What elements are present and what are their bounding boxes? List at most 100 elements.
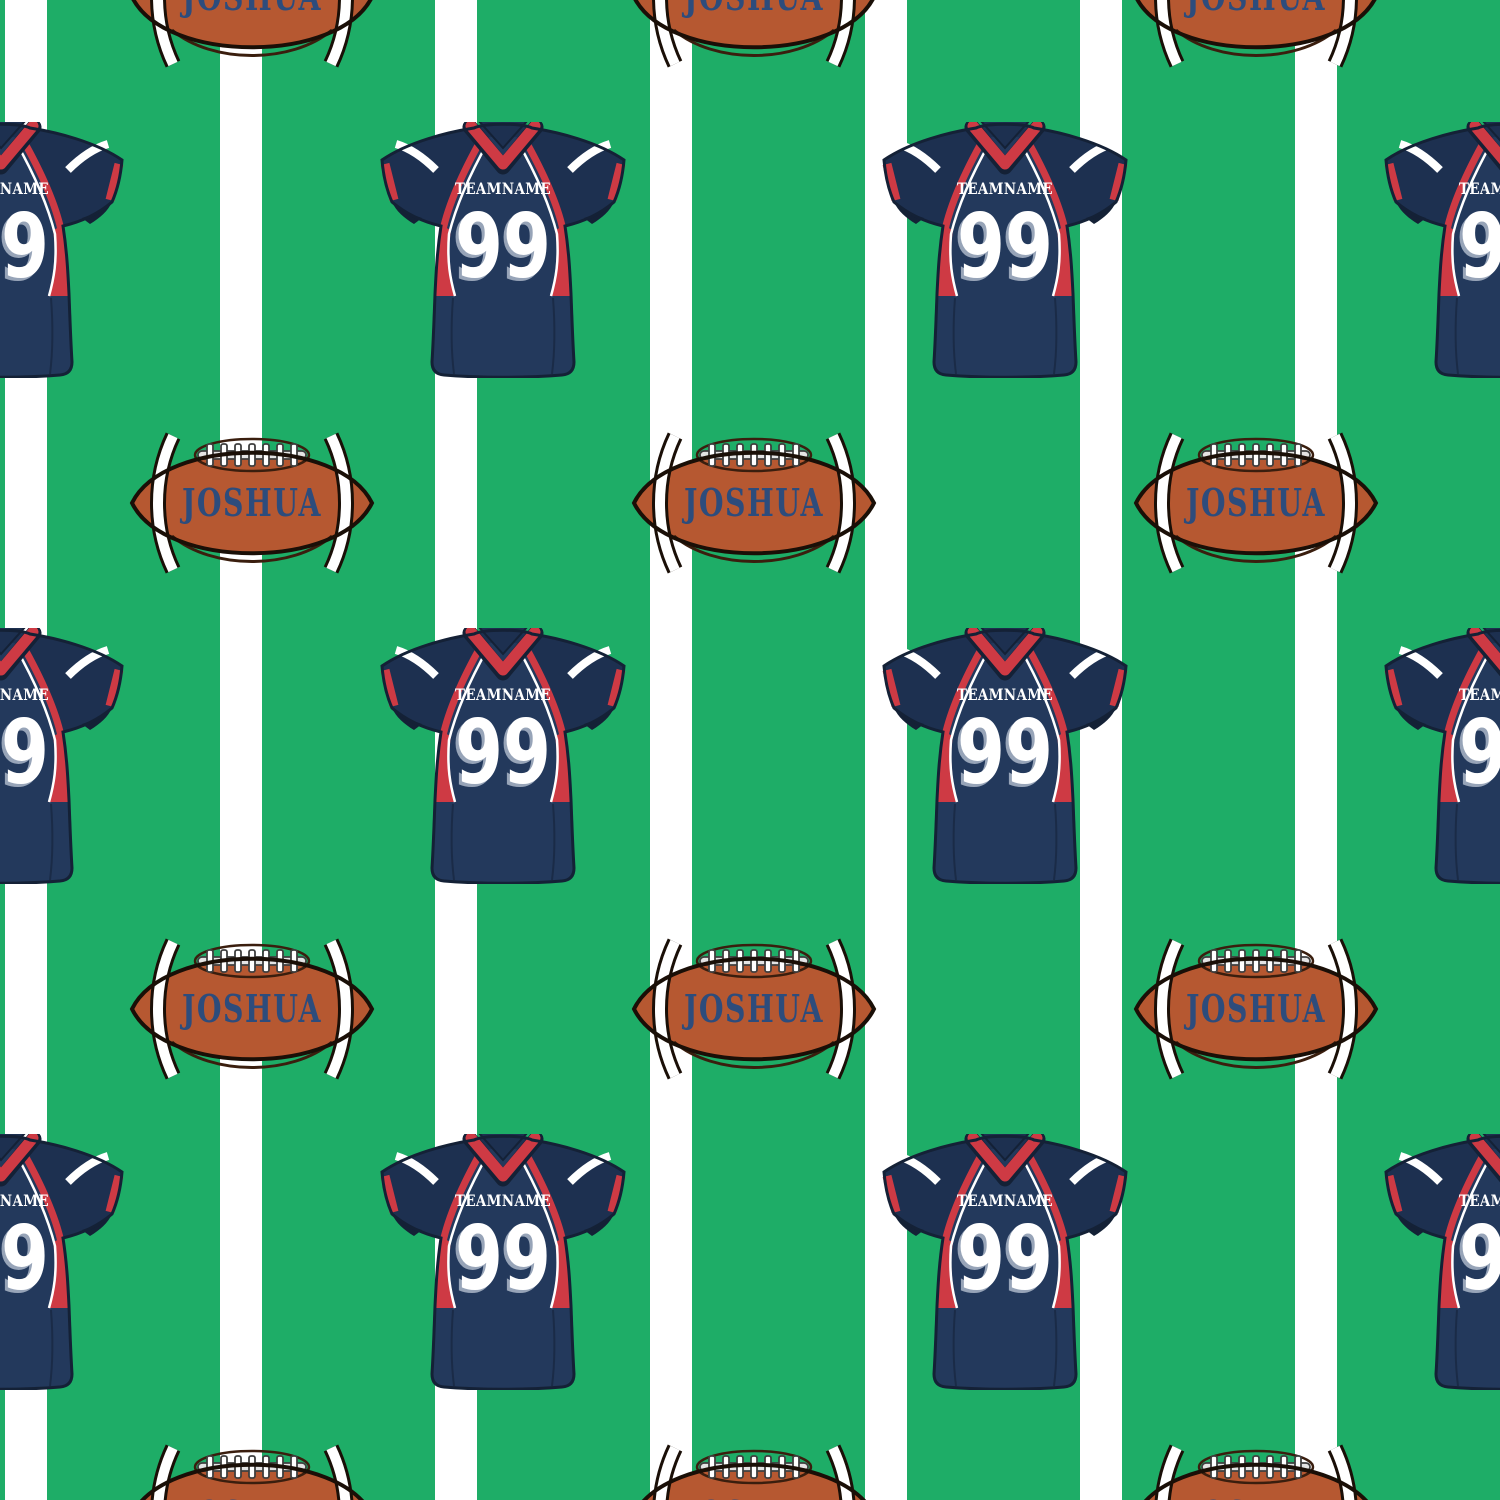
- football-outline: [1133, 956, 1379, 1062]
- football-body: [634, 958, 874, 1060]
- jersey-sleeve-stripe-right: [567, 140, 612, 173]
- jersey-collar: [462, 122, 544, 175]
- football-outline: [642, 1462, 866, 1500]
- jersey-hem-seam-right: [49, 297, 54, 375]
- jersey-raglan-seam-right: [520, 136, 567, 231]
- jersey-cuff-left: [380, 162, 399, 202]
- jersey-cuff-left: [1384, 668, 1403, 708]
- jersey-number-text: 99: [1459, 701, 1500, 804]
- jersey-cuff-right: [105, 162, 124, 202]
- football-icon: JOSHUA: [631, 943, 877, 1062]
- team-name-text: TEAMNAME: [957, 179, 1053, 198]
- jersey-cuff-right: [1109, 1174, 1128, 1214]
- jersey-piping-left: [447, 141, 490, 297]
- jersey-graphic: TEAMNAME 99 99: [1384, 1134, 1500, 1390]
- team-name-text: TEAMNAME: [455, 1191, 551, 1210]
- jersey-piping-left: [949, 1153, 992, 1309]
- football-outline: [633, 0, 875, 50]
- jersey-sleeve-stripe-right: [1069, 1152, 1114, 1185]
- football-body: [1136, 958, 1376, 1060]
- football-graphic: JOSHUA: [131, 0, 373, 50]
- jersey-graphic: TEAMNAME 99 99: [380, 628, 626, 884]
- football-jersey-icon: TEAMNAME 99 99: [380, 628, 626, 884]
- team-name-text: TEAMNAME: [1459, 1191, 1500, 1210]
- jersey-outline: [380, 1134, 626, 1390]
- football-graphic: JOSHUA: [1144, 1449, 1368, 1500]
- jersey-number-text: 99: [455, 195, 551, 298]
- jersey-sleeve-stripe-right: [65, 1152, 110, 1185]
- football-outline: [1133, 450, 1379, 556]
- jersey-outline: [882, 122, 1128, 378]
- jersey-chest-panel: [934, 642, 1076, 883]
- jersey-graphic: TEAMNAME 99 99: [380, 122, 626, 378]
- jersey-raglan-seam-right: [18, 1148, 65, 1243]
- jersey-piping-right: [1018, 647, 1061, 803]
- jersey-raglan-seam-right: [520, 642, 567, 737]
- football-body: [132, 452, 372, 554]
- jersey-number-shadow: 99: [0, 1210, 46, 1313]
- jersey-hem-seam-left: [952, 1309, 957, 1387]
- football-outline: [131, 0, 373, 50]
- jersey-raglan-seam-left: [941, 1148, 988, 1243]
- jersey-piping-left: [447, 1153, 490, 1309]
- jersey-raglan-seam-right: [18, 642, 65, 737]
- jersey-chest-panel: [0, 642, 72, 883]
- jersey-cuff-right: [1109, 668, 1128, 708]
- jersey-sleeve-stripe-left: [394, 646, 439, 679]
- jersey-sleeve-stripe-right: [1069, 140, 1114, 173]
- jersey-graphic: TEAMNAME 99 99: [1384, 628, 1500, 884]
- jersey-sleeve-stripe-left: [394, 1152, 439, 1185]
- jersey-outline: [882, 1134, 1128, 1390]
- jersey-piping-left: [1451, 647, 1494, 803]
- football-graphic: JOSHUA: [129, 437, 375, 556]
- jersey-graphic: TEAMNAME 99 99: [882, 628, 1128, 884]
- team-name-text: TEAMNAME: [0, 685, 49, 704]
- jersey-piping-right: [1018, 1153, 1061, 1309]
- jersey-piping-right: [14, 1153, 57, 1309]
- jersey-chest-panel: [1436, 136, 1500, 377]
- jersey-number-text: 99: [0, 195, 49, 298]
- team-name-text: TEAMNAME: [0, 1191, 49, 1210]
- football-outline: [129, 956, 375, 1062]
- football-icon: JOSHUA: [131, 0, 373, 50]
- jersey-collar: [964, 628, 1046, 681]
- football-outline: [1135, 0, 1377, 50]
- jersey-sleeve-stripe-right: [65, 646, 110, 679]
- football-jersey-icon: TEAMNAME 99 99: [1384, 628, 1500, 884]
- football-body: [133, 0, 371, 48]
- jersey-sleeve-stripe-right: [65, 140, 110, 173]
- jersey-sleeve-stripe-left: [394, 140, 439, 173]
- jersey-cuff-left: [380, 668, 399, 708]
- jersey-outline: [1384, 122, 1500, 378]
- football-graphic: JOSHUA: [1133, 943, 1379, 1062]
- jersey-hem-seam-right: [49, 1309, 54, 1387]
- jersey-raglan-seam-left: [439, 1148, 486, 1243]
- jersey-number-shadow: 99: [954, 1210, 1050, 1313]
- team-name-text: TEAMNAME: [957, 1191, 1053, 1210]
- jersey-number-text: 99: [957, 701, 1053, 804]
- jersey-hem-seam-left: [952, 297, 957, 375]
- jersey-number-shadow: 99: [452, 198, 548, 301]
- jersey-chest-panel: [934, 136, 1076, 377]
- jersey-cuff-left: [1384, 1174, 1403, 1214]
- jersey-number-text: 99: [1459, 1207, 1500, 1310]
- football-body: [1136, 452, 1376, 554]
- player-name-text: JOSHUA: [180, 480, 322, 525]
- jersey-collar: [462, 1134, 544, 1187]
- player-name-text: JOSHUA: [180, 1492, 322, 1500]
- football-icon: JOSHUA: [129, 943, 375, 1062]
- football-jersey-icon: TEAMNAME 99 99: [1384, 1134, 1500, 1390]
- football-body: [132, 958, 372, 1060]
- jersey-hem-seam-left: [450, 297, 455, 375]
- jersey-outline: [0, 628, 124, 884]
- jersey-number-text: 99: [0, 701, 49, 804]
- jersey-cuff-left: [882, 1174, 901, 1214]
- player-name-text: JOSHUA: [682, 0, 824, 19]
- jersey-hem-seam-left: [450, 1309, 455, 1387]
- football-graphic: JOSHUA: [140, 1449, 364, 1500]
- jersey-outline: [1384, 628, 1500, 884]
- football-body: [634, 452, 874, 554]
- football-outline: [140, 1462, 364, 1500]
- jersey-number-shadow: 99: [452, 704, 548, 807]
- jersey-chest-panel: [1436, 642, 1500, 883]
